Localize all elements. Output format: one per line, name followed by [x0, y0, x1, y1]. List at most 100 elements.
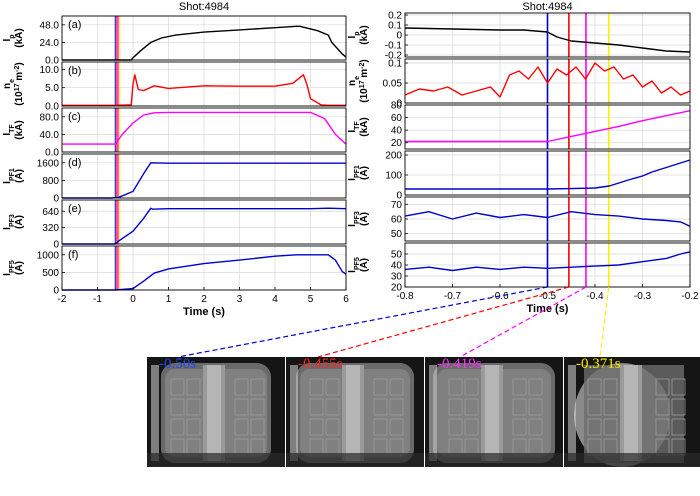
y-axis-unit: (A)	[359, 212, 370, 226]
y-axis-unit: (kA)	[359, 25, 370, 44]
panel-1: 0.0 24.0 48.0 (a) Ip(kA)	[2, 15, 347, 67]
wall-tile	[464, 378, 479, 396]
y-axis-label: ne	[347, 76, 361, 86]
panel-4: 0 800 1600 (d) IPF1(A)	[2, 153, 347, 205]
wall-tile	[250, 378, 265, 396]
wall-tile	[250, 398, 265, 416]
wall-tile	[170, 398, 185, 416]
series-line	[62, 111, 347, 145]
y-tick-label: 0.2	[388, 11, 402, 22]
wall-tile	[309, 378, 324, 396]
y-tick-label: 0	[53, 194, 59, 205]
edge-glow	[429, 365, 437, 461]
y-tick-label: 640	[42, 207, 59, 218]
connector-dashed-line	[177, 286, 548, 358]
panel-6: 0 500 1000 (f) IPF5(A) -2 -1 0 1 2 3 4 5 6 Time (s)	[2, 245, 349, 318]
x-tick-label: 5	[308, 294, 314, 305]
x-tick-label: 6	[343, 294, 349, 305]
panel-5: 70 60 50 IPF3(A)	[347, 196, 691, 242]
panel-1: 0.20.10-0.1-0.2 Ip(kA)	[347, 11, 691, 62]
wall-tile	[325, 418, 340, 436]
y-axis-unit: (A)	[14, 169, 25, 183]
wall-tile	[373, 378, 388, 396]
y-axis-unit: (A)	[359, 166, 370, 180]
y-axis-label: IPF1	[347, 165, 361, 181]
panel-tag: (d)	[68, 157, 81, 169]
wall-tile	[655, 398, 670, 416]
x-tick-label: -0.4	[586, 291, 604, 302]
panel-frame	[61, 153, 347, 199]
panel-tag: (c)	[68, 111, 81, 123]
panel-2: 0.0 5.0 10.0 (b) ne(1017 m-2)	[2, 61, 347, 113]
panel-3: 0.0 40.0 80.0 (c) ITF(kA)	[2, 107, 347, 159]
x-tick-label: 1	[166, 294, 172, 305]
y-axis-label: IPF3	[347, 211, 361, 227]
y-tick-label: 60	[391, 215, 403, 226]
wall-tile	[234, 398, 249, 416]
y-axis-label: ITF	[2, 124, 16, 136]
center-column-highlight	[346, 365, 360, 461]
wall-tile	[603, 398, 618, 416]
frame-image-2	[286, 357, 424, 467]
wall-tile	[170, 418, 185, 436]
y-tick-label: -0.2	[385, 51, 403, 62]
wall-tile	[464, 418, 479, 436]
x-tick-label: -0.5	[539, 291, 557, 302]
panel-frame	[404, 150, 691, 196]
wall-tile	[671, 398, 686, 416]
x-axis-label: Time (s)	[183, 306, 225, 318]
y-axis-label: Ip	[347, 31, 361, 38]
y-tick-label: 80	[391, 101, 403, 112]
series-line	[62, 254, 347, 291]
frame-time-label-4: -0.371s	[576, 357, 621, 372]
panel-tag: (e)	[68, 203, 81, 215]
wall-tile	[671, 378, 686, 396]
wall-tile	[250, 418, 265, 436]
y-tick-label: 40	[391, 261, 403, 272]
x-tick-label: -0.2	[681, 291, 699, 302]
wall-tile	[234, 418, 249, 436]
y-axis-unit: (A)	[359, 258, 370, 272]
y-tick-label: -0.1	[385, 41, 403, 52]
wall-tile	[170, 378, 185, 396]
frame-image-3	[425, 357, 563, 467]
y-tick-label: 0	[53, 240, 59, 251]
y-tick-label: 24.0	[40, 38, 60, 49]
x-tick-label: 2	[201, 294, 207, 305]
y-tick-label: 0.0	[45, 56, 59, 67]
y-tick-label: 80.0	[40, 112, 60, 123]
wall-tile	[528, 398, 543, 416]
wall-tile	[448, 418, 463, 436]
x-tick-label: -2	[58, 294, 67, 305]
wall-tile	[389, 418, 404, 436]
y-tick-label: 1000	[37, 250, 60, 261]
y-tick-label: 0	[396, 191, 402, 202]
wall-tile	[389, 378, 404, 396]
panel-frame	[404, 196, 691, 242]
wall-tile	[603, 418, 618, 436]
connector-lines	[177, 286, 610, 358]
x-tick-label: -0.8	[396, 291, 414, 302]
camera-frame-3: -0.419s	[425, 357, 563, 467]
y-tick-label: 10.0	[40, 65, 60, 76]
series-line	[404, 62, 691, 98]
panel-frame	[404, 104, 691, 150]
wall-tile	[587, 398, 602, 416]
right-chart: Shot:49840.20.10-0.1-0.2Ip(kA)0.10.050ne…	[347, 1, 699, 315]
wall-tile	[186, 378, 201, 396]
panel-tag: (b)	[68, 65, 81, 77]
y-tick-label: 50	[391, 229, 403, 240]
y-tick-label: 40	[391, 126, 403, 137]
wall-tile	[528, 378, 543, 396]
wall-tile	[587, 418, 602, 436]
y-axis-label: IPF5	[2, 260, 16, 276]
y-tick-label: 800	[42, 176, 59, 187]
panel-frame	[61, 15, 347, 61]
camera-frame-2: -0.455s	[286, 357, 424, 467]
y-axis-unit: (kA)	[14, 120, 25, 139]
series-line	[62, 25, 347, 61]
y-axis-unit: (A)	[14, 215, 25, 229]
panel-frame	[61, 61, 347, 107]
